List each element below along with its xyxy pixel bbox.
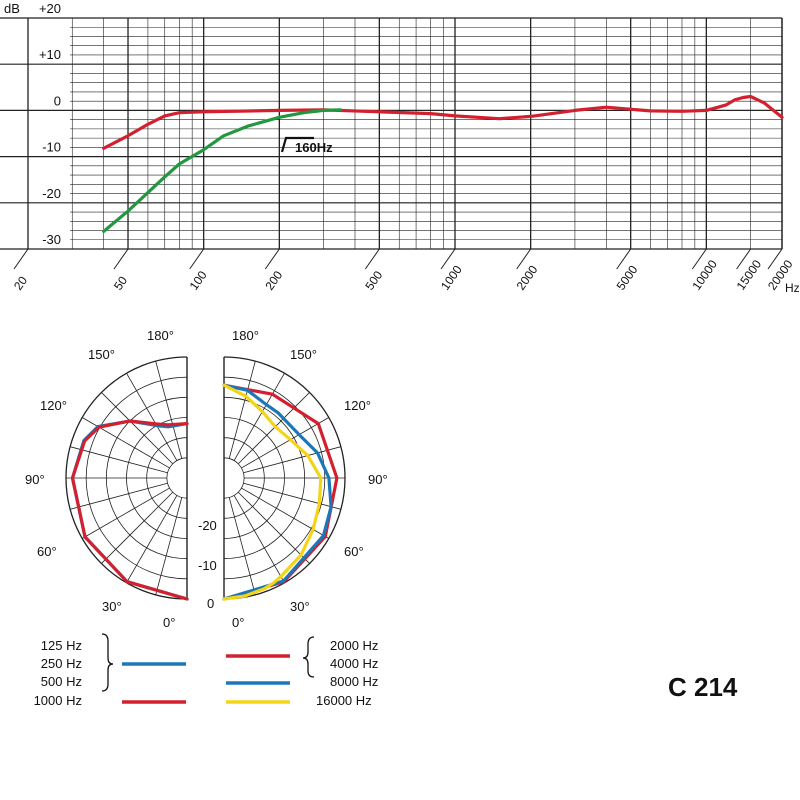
x-tick-slant [736, 248, 752, 270]
y-tick-label: -10 [42, 140, 61, 155]
x-tick-slant [767, 248, 783, 270]
x-tick-label: 10000 [689, 257, 720, 293]
polar-pattern-right [222, 356, 346, 601]
frequency-series [102, 94, 784, 233]
legend-label-2000hz: 2000 Hz [330, 638, 378, 653]
legend-label-125hz: 125 Hz [41, 638, 82, 653]
polar-spoke [101, 392, 174, 465]
polar-spoke [70, 482, 168, 510]
polar-spoke [233, 495, 285, 583]
polar-curve-yellow [222, 383, 323, 601]
polar-spoke [155, 361, 183, 459]
x-tick-label: 100 [187, 268, 210, 293]
legend-bracket-right [302, 636, 315, 678]
polar-spoke [82, 487, 170, 539]
x-axis-unit-label: Hz [785, 281, 800, 295]
x-tick-label: 200 [262, 268, 285, 293]
angle-label-30-left: 30° [102, 599, 122, 614]
x-tick-slant [264, 248, 280, 270]
ring-label-minus20: -20 [198, 518, 217, 533]
legend-label-1000hz: 1000 Hz [34, 693, 82, 708]
ring-label-minus10: -10 [198, 558, 217, 573]
response-curve-green [102, 108, 342, 233]
angle-label-150-right: 150° [290, 347, 317, 362]
angle-label-30-right: 30° [290, 599, 310, 614]
legend-label-500hz: 500 Hz [41, 674, 82, 689]
polar-spoke [101, 491, 174, 564]
ring-label-0: 0 [207, 596, 214, 611]
polar-spoke [126, 373, 178, 461]
x-tick-label: 20 [11, 273, 30, 292]
polar-spoke [241, 417, 329, 469]
polar-spoke [70, 446, 168, 474]
x-tick-slant [189, 248, 205, 270]
angle-label-120-right: 120° [344, 398, 371, 413]
filter-step-icon [280, 136, 314, 153]
y-tick-label: +20 [39, 1, 61, 16]
x-tick-slant [364, 248, 380, 270]
angle-label-60-right: 60° [344, 544, 364, 559]
y-tick-label: -30 [42, 232, 61, 247]
annotation-label: 160Hz [295, 140, 333, 155]
x-tick-label: 15000 [734, 257, 765, 293]
angle-label-180-right: 180° [232, 328, 259, 343]
polar-legend: 125 Hz 250 Hz 500 Hz 1000 Hz 2000 Hz 400… [34, 633, 378, 708]
legend-label-250hz: 250 Hz [41, 656, 82, 671]
y-axis-label: dB [4, 1, 20, 16]
x-tick-slant [691, 248, 707, 270]
y-tick-label: +10 [39, 47, 61, 62]
angle-label-180-left: 180° [147, 328, 174, 343]
polar-spoke [243, 482, 341, 510]
polar-spoke [243, 446, 341, 474]
polar-angle-labels: 180° 150° 120° 90° 60° 30° 0° 180° 150° … [25, 328, 388, 630]
legend-label-16000hz: 16000 Hz [316, 693, 372, 708]
polar-ring [223, 457, 245, 499]
frequency-grid [0, 17, 783, 270]
polar-spoke [237, 392, 310, 465]
polar-spoke [237, 491, 310, 564]
x-tick-label: 500 [362, 268, 385, 293]
polar-ring [166, 457, 188, 499]
angle-label-90-left: 90° [25, 472, 45, 487]
angle-label-0-right: 0° [232, 615, 244, 630]
angle-label-120-left: 120° [40, 398, 67, 413]
y-tick-label: -20 [42, 186, 61, 201]
polar-spoke [233, 373, 285, 461]
polar-curve-red [70, 419, 189, 601]
x-tick-slant [440, 248, 456, 270]
x-tick-label: 50 [111, 273, 130, 292]
y-tick-label: 0 [54, 93, 61, 108]
polar-spoke [228, 497, 256, 595]
legend-label-4000hz: 4000 Hz [330, 656, 378, 671]
legend-label-8000hz: 8000 Hz [330, 674, 378, 689]
polar-spoke [228, 361, 256, 459]
x-tick-slant [113, 248, 129, 270]
polar-pattern-left [65, 356, 189, 601]
legend-bracket-left [101, 633, 114, 692]
response-curve-red [102, 94, 784, 150]
angle-label-90-right: 90° [368, 472, 388, 487]
x-tick-slant [616, 248, 632, 270]
annotation-160hz: 160Hz [280, 136, 333, 155]
angle-label-60-left: 60° [37, 544, 57, 559]
x-tick-slant [13, 248, 29, 270]
model-name: C 214 [668, 672, 738, 702]
angle-label-150-left: 150° [88, 347, 115, 362]
polar-spoke [126, 495, 178, 583]
x-tick-slant [516, 248, 532, 270]
angle-label-0-left: 0° [163, 615, 175, 630]
polar-spoke [155, 497, 183, 595]
polar-curve-blue [222, 383, 333, 601]
